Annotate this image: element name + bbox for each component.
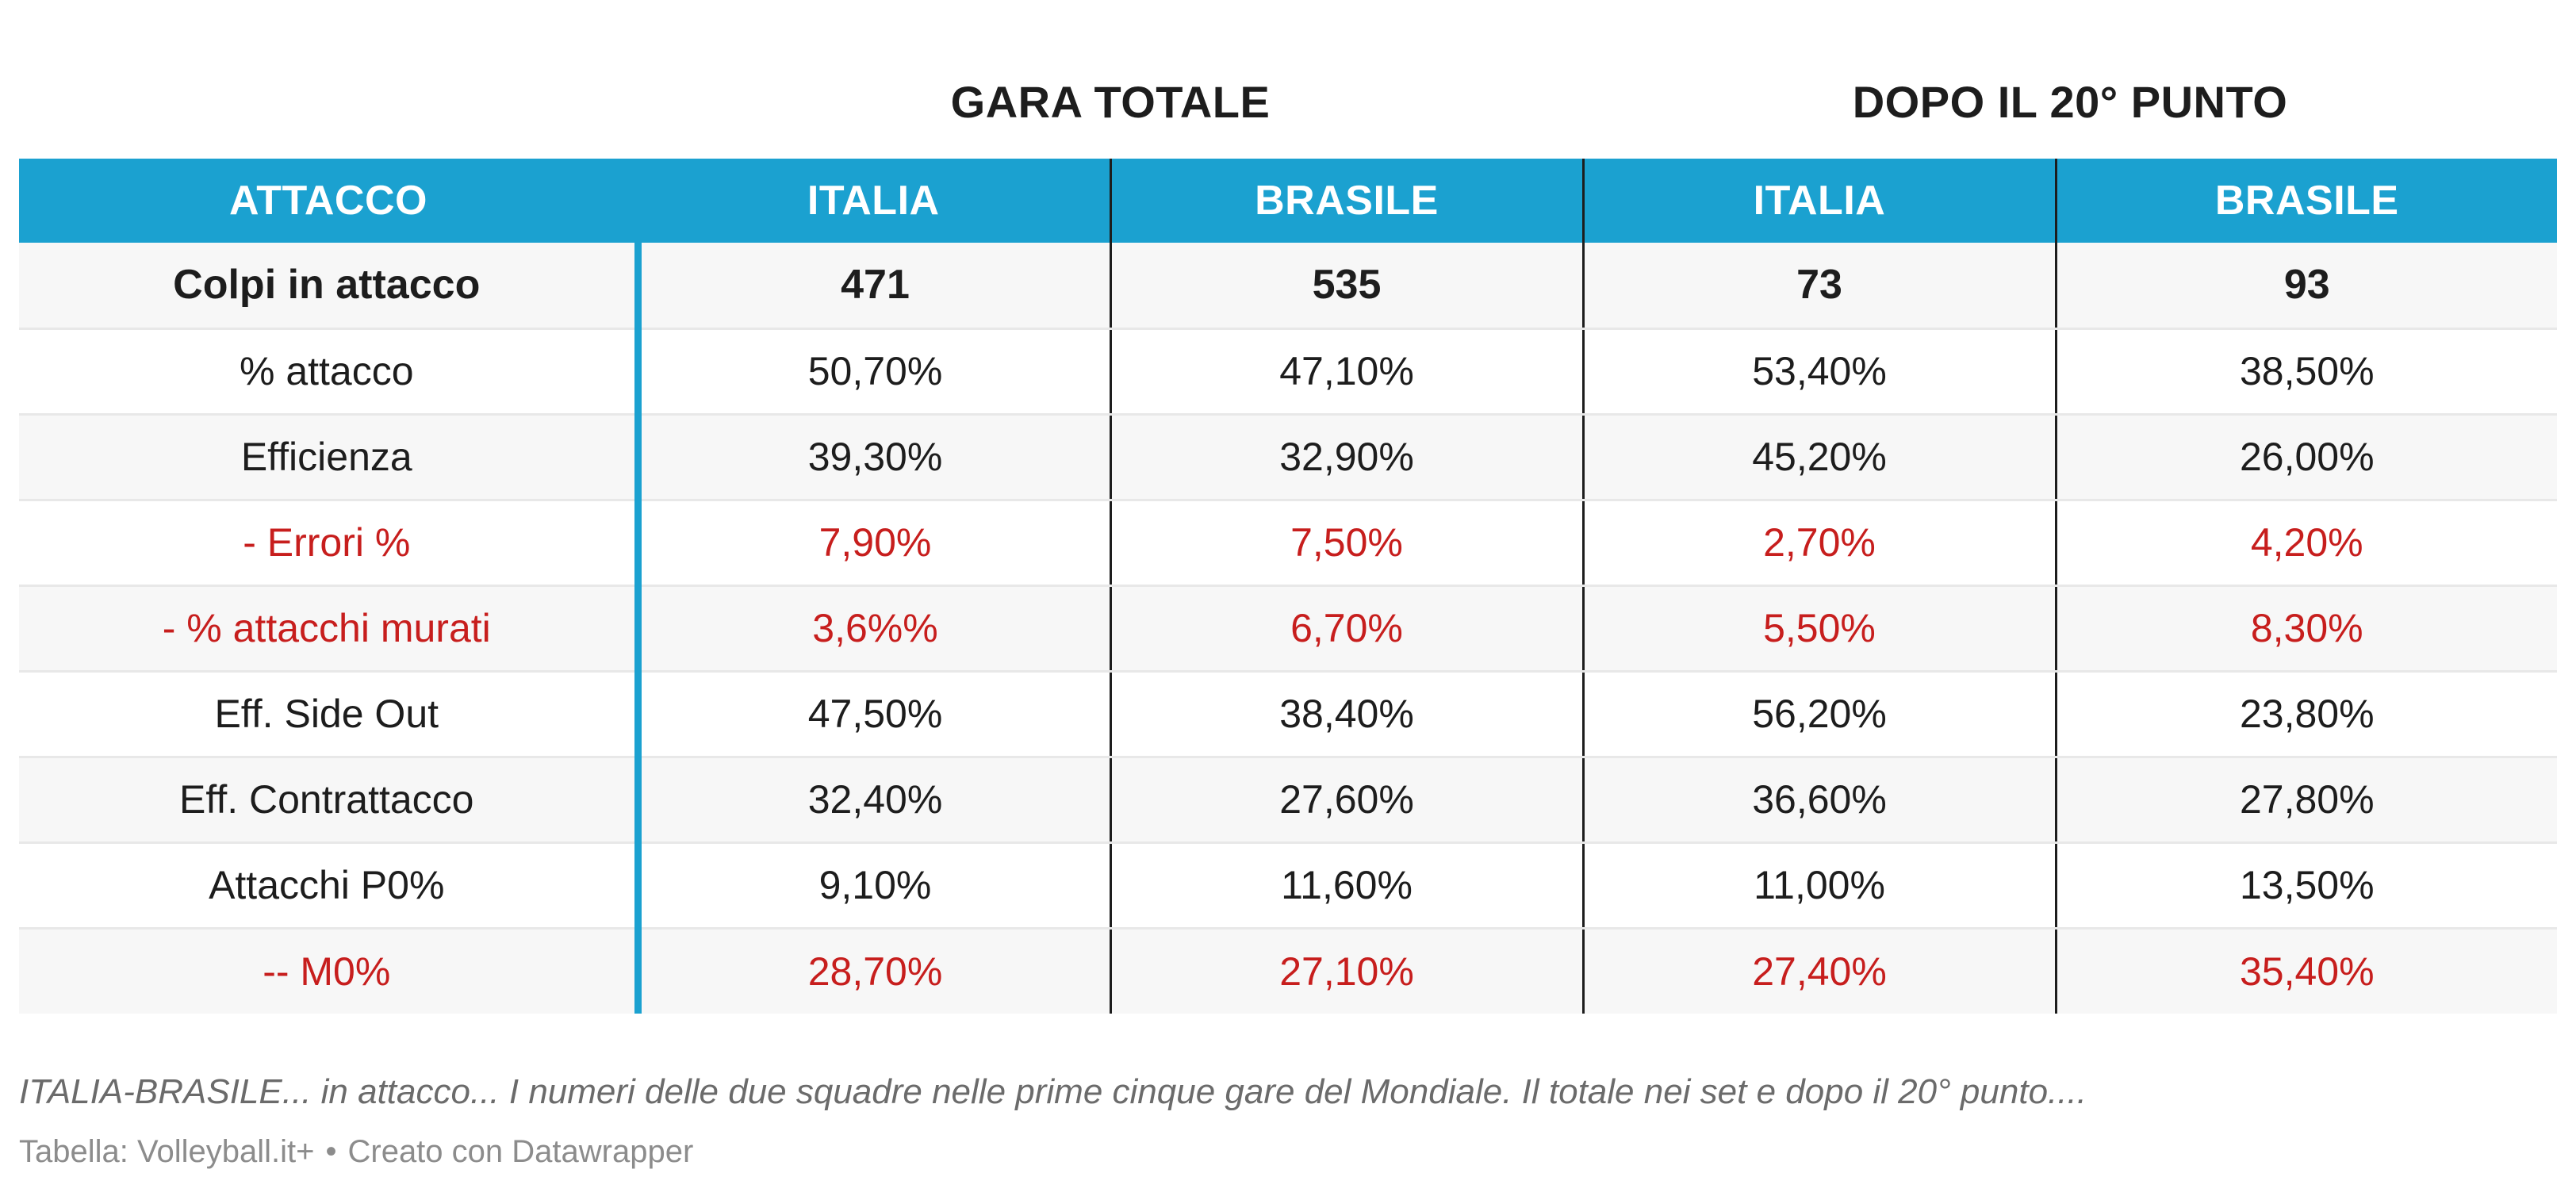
cell-italia-dopo: 36,60% [1583,757,2057,844]
table-row: Attacchi P0% 9,10% 11,60% 11,00% 13,50% [19,842,2557,930]
row-label: Eff. Contrattacco [19,757,642,844]
cell-brasile-dopo: 38,50% [2056,328,2557,416]
cell-italia-dopo: 5,50% [1583,585,2057,673]
table-row: % attacco 50,70% 47,10% 53,40% 38,50% [19,328,2557,416]
cell-brasile-gara: 7,50% [1110,500,1585,587]
cell-brasile-dopo: 35,40% [2056,928,2557,1014]
cell-italia-gara: 3,6%% [638,585,1112,673]
row-label: -- M0% [19,928,642,1014]
cell-brasile-dopo: 26,00% [2056,414,2557,501]
cell-brasile-dopo: 13,50% [2056,842,2557,930]
header-brasile-gara[interactable]: BRASILE [1110,159,1585,243]
header-italia-dopo[interactable]: ITALIA [1583,159,2057,243]
table-row: -- M0% 28,70% 27,10% 27,40% 35,40% [19,928,2557,1014]
group-title-gara-totale: GARA TOTALE [950,77,1271,127]
row-label: - % attacchi murati [19,585,642,673]
cell-brasile-gara: 27,60% [1110,757,1585,844]
table-row: Eff. Contrattacco 32,40% 27,60% 36,60% 27,80… [19,757,2557,844]
datawrapper-table-container: GARA TOTALE DOPO IL 20° PUNTO ATTACCO IT… [19,0,2557,1014]
cell-brasile-gara: 6,70% [1110,585,1585,673]
cell-italia-gara: 50,70% [638,328,1112,416]
cell-brasile-dopo: 4,20% [2056,500,2557,587]
cell-brasile-gara: 32,90% [1110,414,1585,501]
row-label: Efficienza [19,414,642,501]
cell-brasile-dopo: 93 [2056,243,2557,330]
cell-brasile-gara: 27,10% [1110,928,1585,1014]
cell-italia-dopo: 2,70% [1583,500,2057,587]
row-label: Colpi in attacco [19,243,642,330]
cell-brasile-gara: 11,60% [1110,842,1585,930]
column-group-row: GARA TOTALE DOPO IL 20° PUNTO [19,0,2557,159]
cell-italia-dopo: 45,20% [1583,414,2057,501]
cell-italia-gara: 47,50% [638,671,1112,758]
cell-italia-gara: 39,30% [638,414,1112,501]
cell-italia-gara: 9,10% [638,842,1112,930]
header-attacco[interactable]: ATTACCO [19,159,638,243]
cell-brasile-dopo: 23,80% [2056,671,2557,758]
source-credit: Tabella: Volleyball.it+ [19,1134,315,1169]
source-separator: • [325,1134,337,1169]
cell-italia-dopo: 11,00% [1583,842,2057,930]
header-brasile-dopo[interactable]: BRASILE [2056,159,2557,243]
cell-italia-dopo: 27,40% [1583,928,2057,1014]
cell-brasile-dopo: 8,30% [2056,585,2557,673]
cell-italia-dopo: 56,20% [1583,671,2057,758]
table-row: - Errori % 7,90% 7,50% 2,70% 4,20% [19,500,2557,587]
source-tool-link[interactable]: Creato con Datawrapper [347,1134,694,1169]
source-line: Tabella: Volleyball.it+ • Creato con Dataw… [19,1134,693,1170]
row-label: - Errori % [19,500,642,587]
table-body: Colpi in attacco 471 535 73 93% attacco 50,70… [19,243,2557,1014]
header-row: ATTACCO ITALIA BRASILE ITALIA BRASILE [19,159,2557,243]
cell-italia-dopo: 53,40% [1583,328,2057,416]
cell-italia-gara: 28,70% [638,928,1112,1014]
table-row: Colpi in attacco 471 535 73 93 [19,243,2557,330]
row-label: % attacco [19,328,642,416]
group-title-dopo-20-punto: DOPO IL 20° PUNTO [1852,77,2288,127]
cell-italia-dopo: 73 [1583,243,2057,330]
cell-brasile-gara: 38,40% [1110,671,1585,758]
row-label: Eff. Side Out [19,671,642,758]
row-label: Attacchi P0% [19,842,642,930]
cell-italia-gara: 471 [638,243,1112,330]
cell-brasile-gara: 535 [1110,243,1585,330]
table-row: Eff. Side Out 47,50% 38,40% 56,20% 23,80% [19,671,2557,758]
table-row: Efficienza 39,30% 32,90% 45,20% 26,00% [19,414,2557,501]
cell-brasile-gara: 47,10% [1110,328,1585,416]
stats-table: ATTACCO ITALIA BRASILE ITALIA BRASILE Co… [19,159,2557,1014]
cell-brasile-dopo: 27,80% [2056,757,2557,844]
table-row: - % attacchi murati 3,6%% 6,70% 5,50% 8,30% [19,585,2557,673]
cell-italia-gara: 7,90% [638,500,1112,587]
header-italia-gara[interactable]: ITALIA [638,159,1112,243]
cell-italia-gara: 32,40% [638,757,1112,844]
table-caption: ITALIA-BRASILE... in attacco... I numeri… [19,1072,2087,1111]
